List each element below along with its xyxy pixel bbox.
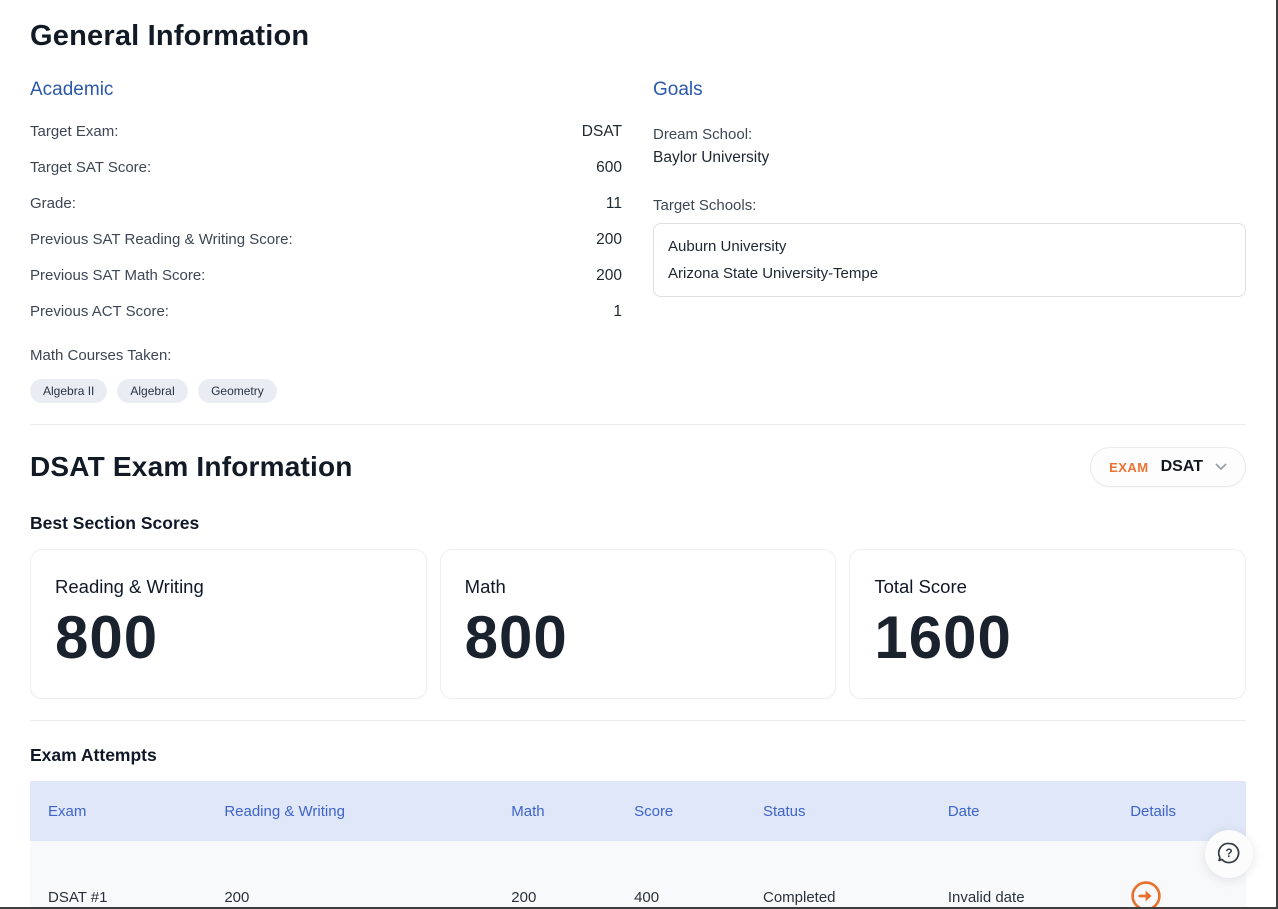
col-header-score: Score xyxy=(634,802,674,820)
chevron-down-icon xyxy=(1215,463,1227,471)
col-header-date: Date xyxy=(947,802,980,820)
svg-text:?: ? xyxy=(1225,846,1232,860)
details-arrow-button[interactable] xyxy=(1130,880,1162,907)
field-target-exam: Target Exam: DSAT xyxy=(30,123,622,159)
target-school-item: Arizona State University-Tempe xyxy=(668,265,879,282)
help-chat-button[interactable]: ? xyxy=(1205,830,1253,878)
field-prev-rw-score: Previous SAT Reading & Writing Score: 20… xyxy=(30,231,622,267)
table-row: DSAT #1 200 200 400 Completed Invalid da… xyxy=(30,841,1246,907)
col-header-details: Details xyxy=(1130,802,1177,820)
field-value: 1 xyxy=(613,303,622,320)
academic-fields: Target Exam: DSAT Target SAT Score: 600 … xyxy=(30,123,622,403)
target-schools-block: Target Schools: Auburn University Arizon… xyxy=(653,194,1246,297)
dream-school-block: Dream School: Baylor University xyxy=(653,123,1246,170)
field-label: Target Exam: xyxy=(30,123,119,140)
goals-section: Goals Dream School: Baylor University Ta… xyxy=(653,79,1246,403)
field-label: Previous SAT Reading & Writing Score: xyxy=(30,231,293,248)
col-header-math: Math xyxy=(511,802,545,820)
field-prev-math-score: Previous SAT Math Score: 200 xyxy=(30,267,622,303)
section-divider xyxy=(30,424,1246,425)
exam-attempts-heading: Exam Attempts xyxy=(30,745,157,765)
goals-heading: Goals xyxy=(653,79,703,100)
target-school-item: Auburn University xyxy=(668,238,787,255)
course-chip: Geometry xyxy=(198,379,277,403)
col-header-status: Status xyxy=(762,802,806,820)
exam-info-title: DSAT Exam Information xyxy=(30,451,353,482)
best-scores-heading: Best Section Scores xyxy=(30,513,200,533)
course-chip: Algebra II xyxy=(30,379,108,403)
exam-attempts-table: Exam Reading & Writing Math Score Status… xyxy=(30,781,1246,907)
status-badge: Completed xyxy=(762,888,836,906)
score-card-value: 1600 xyxy=(874,604,1012,671)
cell-math: 200 xyxy=(511,888,537,906)
math-courses-chips: Algebra II AlgebraI Geometry xyxy=(30,379,622,403)
section-divider xyxy=(30,720,1246,721)
best-scores-cards: Reading & Writing 800 Math 800 Total Sco… xyxy=(30,549,1247,699)
exam-selector-tag: EXAM xyxy=(1109,459,1149,475)
score-card-label: Reading & Writing xyxy=(55,576,204,597)
exam-info-header: DSAT Exam Information EXAM DSAT xyxy=(30,447,1246,487)
field-label: Previous SAT Math Score: xyxy=(30,267,206,284)
dream-school-value: Baylor University xyxy=(653,149,770,166)
col-header-exam: Exam xyxy=(48,802,87,820)
field-value: 600 xyxy=(596,159,622,176)
cell-date: Invalid date xyxy=(947,888,1025,906)
academic-heading: Academic xyxy=(30,79,114,100)
cell-score: 400 xyxy=(634,888,660,906)
cell-exam: DSAT #1 xyxy=(48,888,108,906)
field-value: DSAT xyxy=(581,123,622,140)
field-label: Previous ACT Score: xyxy=(30,303,169,320)
course-chip: AlgebraI xyxy=(117,379,189,403)
dream-school-label: Dream School: xyxy=(653,126,753,143)
target-schools-list: Auburn University Arizona State Universi… xyxy=(653,223,1246,297)
field-label: Target SAT Score: xyxy=(30,159,152,176)
help-bubble-icon: ? xyxy=(1216,840,1242,869)
score-card-math: Math 800 xyxy=(439,549,837,699)
field-grade: Grade: 11 xyxy=(30,195,622,231)
score-card-total: Total Score 1600 xyxy=(849,549,1247,699)
exam-selector-value: DSAT xyxy=(1160,458,1203,475)
page-title: General Information xyxy=(30,20,310,52)
score-card-reading-writing: Reading & Writing 800 xyxy=(30,549,427,699)
math-courses-label: Math Courses Taken: xyxy=(30,346,172,364)
cell-reading-writing: 200 xyxy=(224,888,250,906)
score-card-label: Total Score xyxy=(874,576,967,597)
col-header-reading-writing: Reading & Writing xyxy=(224,802,345,820)
arrow-right-circle-icon xyxy=(1130,880,1162,907)
target-schools-label: Target Schools: xyxy=(653,197,757,214)
field-label: Grade: xyxy=(30,195,76,212)
field-value: 11 xyxy=(605,195,622,212)
score-card-label: Math xyxy=(464,576,506,597)
score-card-value: 800 xyxy=(464,604,568,671)
score-card-value: 800 xyxy=(55,604,159,671)
field-target-sat-score: Target SAT Score: 600 xyxy=(30,159,622,195)
table-header-row: Exam Reading & Writing Math Score Status… xyxy=(30,781,1246,841)
exam-selector-dropdown[interactable]: EXAM DSAT xyxy=(1090,447,1246,487)
academic-section: Academic Target Exam: DSAT Target SAT Sc… xyxy=(30,79,622,403)
field-prev-act-score: Previous ACT Score: 1 xyxy=(30,303,622,339)
field-value: 200 xyxy=(596,231,622,248)
general-info-grid: Academic Target Exam: DSAT Target SAT Sc… xyxy=(30,79,1246,403)
field-value: 200 xyxy=(596,267,622,284)
